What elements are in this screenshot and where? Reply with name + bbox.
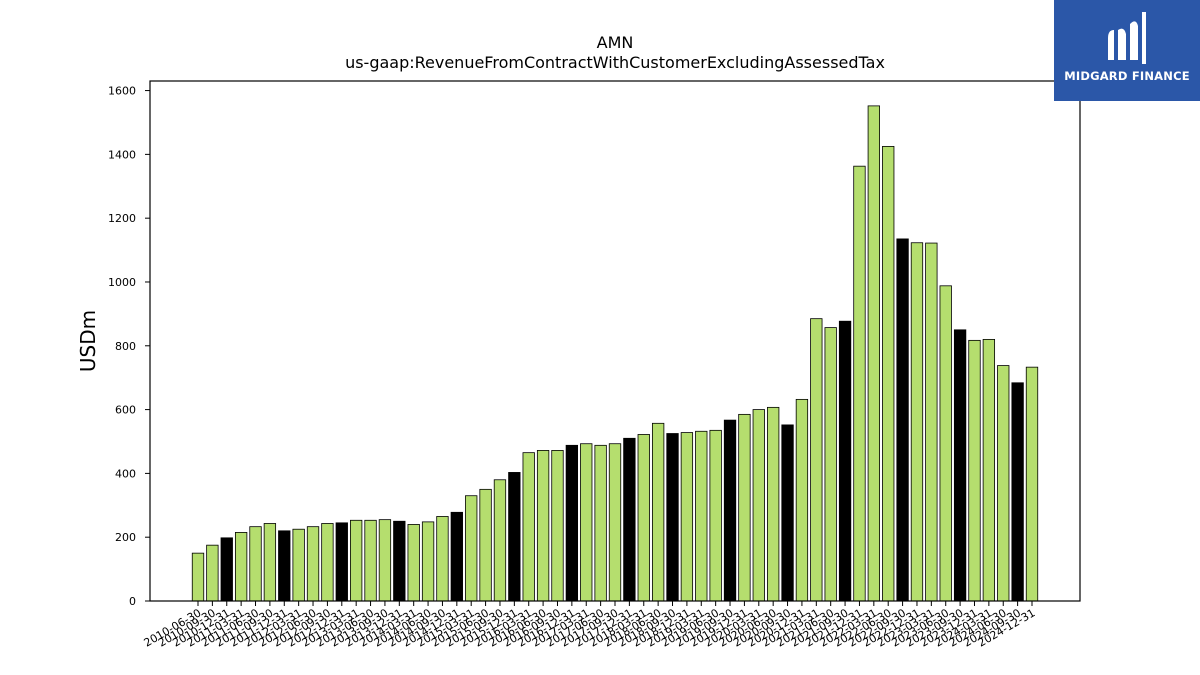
bar-2022-09-30 bbox=[896, 238, 909, 602]
bar-2010-12-31 bbox=[220, 537, 233, 602]
bar-2021-06-30 bbox=[824, 327, 837, 602]
bar-2016-06-30 bbox=[536, 450, 550, 602]
bar-2024-09-30 bbox=[1011, 382, 1024, 602]
logo-text: MIDGARD FINANCE bbox=[1064, 69, 1190, 83]
stylized-m-logo-icon bbox=[1108, 12, 1146, 64]
bar-2011-12-31 bbox=[278, 530, 291, 602]
y-tick-label: 400 bbox=[115, 467, 136, 480]
bar-2020-06-30 bbox=[767, 406, 780, 602]
bar-2014-06-30 bbox=[421, 521, 435, 602]
bar-2023-09-30 bbox=[953, 329, 967, 602]
bar-2012-06-30 bbox=[306, 526, 320, 602]
y-tick-label: 1400 bbox=[108, 148, 136, 161]
bar-2015-12-31 bbox=[508, 472, 521, 602]
bar-2014-09-30 bbox=[436, 516, 449, 602]
bar-2024-12-31 bbox=[1025, 366, 1039, 602]
bar-2022-12-31 bbox=[910, 242, 924, 602]
y-tick-label: 600 bbox=[115, 404, 136, 417]
y-ticks-group: 0 200 400 600 800 1000 1200 1400 1600 bbox=[108, 85, 150, 608]
bar-2024-03-31 bbox=[982, 338, 996, 602]
bar-2014-03-31 bbox=[407, 524, 420, 602]
bar-2018-06-30 bbox=[651, 422, 665, 602]
x-ticks-group: 2010-06-302010-09-302010-12-312011-03-31… bbox=[142, 601, 1038, 650]
bar-2019-06-30 bbox=[709, 429, 722, 602]
plot-frame bbox=[149, 80, 1081, 602]
chart-title: AMN bbox=[597, 33, 634, 52]
bar-2016-03-31 bbox=[522, 452, 535, 602]
bar-2021-09-30 bbox=[838, 320, 852, 602]
bar-2022-03-31 bbox=[867, 105, 880, 602]
bar-2016-09-30 bbox=[551, 450, 564, 602]
bar-2019-03-31 bbox=[695, 430, 708, 602]
bars-group bbox=[191, 105, 1039, 602]
y-axis-label: USDm bbox=[76, 310, 100, 372]
bar-2019-12-31 bbox=[738, 413, 751, 602]
bar-2016-12-31 bbox=[565, 444, 579, 602]
y-tick-label: 200 bbox=[115, 531, 136, 544]
bar-2017-03-31 bbox=[580, 443, 593, 602]
bar-2015-06-30 bbox=[479, 488, 492, 602]
bar-2017-06-30 bbox=[594, 444, 607, 602]
bar-2023-06-30 bbox=[939, 285, 952, 602]
bar-2024-06-30 bbox=[997, 365, 1010, 602]
bar-2020-12-31 bbox=[795, 398, 809, 602]
y-tick-label: 1600 bbox=[108, 85, 136, 98]
bar-2022-06-30 bbox=[882, 145, 895, 602]
chart-subtitle: us-gaap:RevenueFromContractWithCustomerE… bbox=[345, 53, 885, 72]
bar-2012-12-31 bbox=[335, 522, 348, 602]
y-tick-label: 1200 bbox=[108, 212, 136, 225]
bar-2020-03-31 bbox=[752, 409, 765, 602]
bar-2013-03-31 bbox=[350, 519, 363, 602]
bar-2019-09-30 bbox=[723, 419, 737, 602]
bar-2013-06-30 bbox=[364, 519, 377, 602]
bar-2017-09-30 bbox=[608, 443, 622, 602]
bar-2021-03-31 bbox=[810, 318, 823, 602]
bar-2021-12-31 bbox=[853, 165, 866, 602]
y-tick-label: 800 bbox=[115, 340, 136, 353]
bar-2010-06-30 bbox=[191, 552, 205, 602]
bar-2020-09-30 bbox=[781, 424, 794, 602]
bar-2017-12-31 bbox=[623, 437, 636, 602]
bar-2018-12-31 bbox=[680, 432, 694, 602]
y-tick-label: 0 bbox=[129, 595, 136, 608]
bar-2012-03-31 bbox=[292, 528, 305, 602]
bar-2013-12-31 bbox=[393, 520, 406, 602]
logo: MIDGARD FINANCE bbox=[1054, 0, 1200, 101]
bar-2023-03-31 bbox=[925, 242, 938, 602]
bar-2018-03-31 bbox=[637, 434, 650, 602]
bar-2012-09-30 bbox=[321, 523, 334, 602]
bar-2011-06-30 bbox=[249, 526, 262, 602]
bar-2013-09-30 bbox=[378, 519, 392, 602]
bar-2010-09-30 bbox=[206, 544, 219, 602]
bar-2011-09-30 bbox=[263, 523, 277, 602]
bar-2023-12-31 bbox=[968, 339, 981, 602]
bar-2011-03-31 bbox=[234, 532, 248, 602]
bar-2014-12-31 bbox=[450, 511, 463, 602]
bar-2015-09-30 bbox=[493, 479, 507, 602]
y-tick-label: 1000 bbox=[108, 276, 136, 289]
bar-2018-09-30 bbox=[666, 433, 679, 602]
bar-2015-03-31 bbox=[465, 495, 478, 602]
